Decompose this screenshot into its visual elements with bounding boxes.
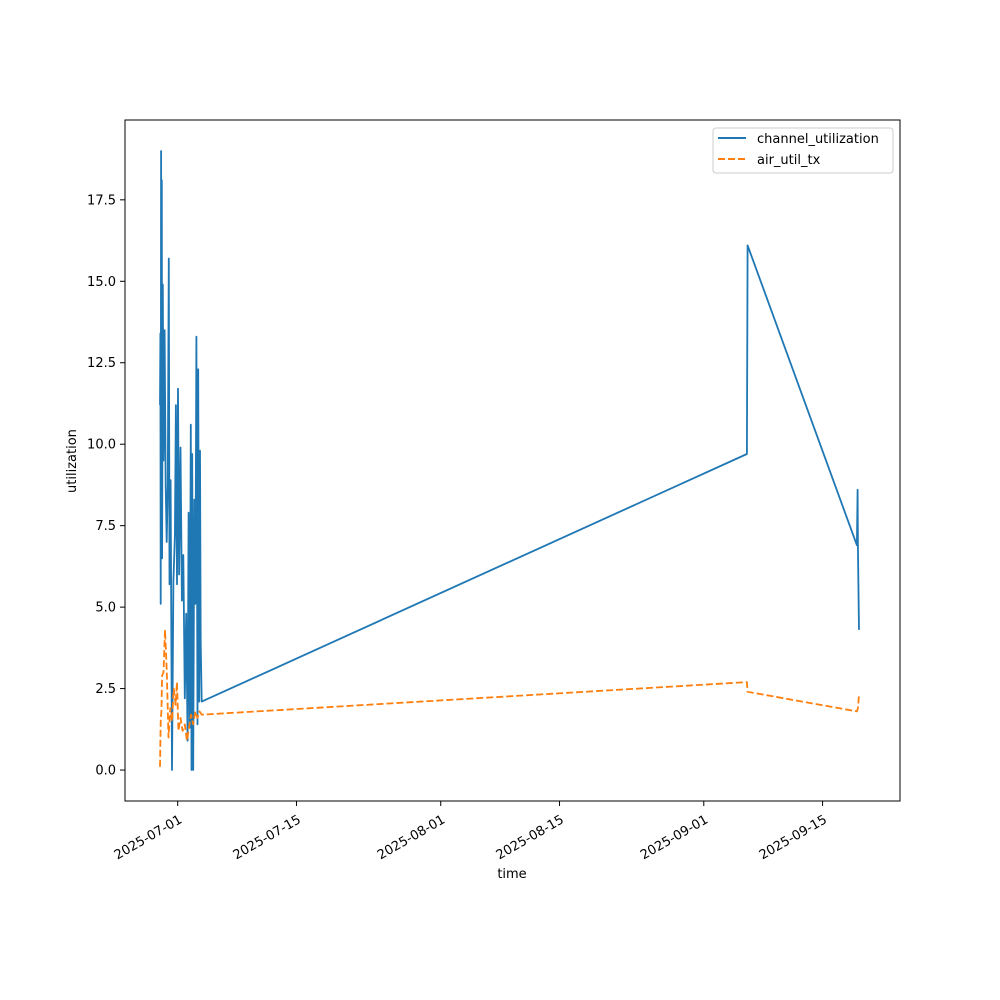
series-line-channel-utilization [159,150,860,771]
y-axis-label: utilization [65,429,80,493]
y-tick-label: 2.5 [95,682,116,697]
legend: channel_utilization air_util_tx [712,127,894,174]
y-tick-label: 5.0 [95,601,116,616]
y-axis: 0.0 2.5 5.0 7.5 10.0 12.5 15.0 17.5 [87,193,125,779]
legend-box [712,127,894,174]
x-tick-label: 2025-09-15 [757,812,830,863]
x-tick-label: 2025-08-15 [494,812,567,863]
y-tick-label: 15.0 [87,275,116,290]
x-tick-label: 2025-09-01 [638,812,711,863]
series-layer [159,150,860,771]
legend-label-air-util-tx: air_util_tx [757,153,821,168]
series-line-air-util-tx [159,629,860,767]
x-axis-label: time [497,867,526,882]
x-tick-label: 2025-07-01 [112,812,185,863]
y-tick-label: 7.5 [95,519,116,534]
y-tick-label: 17.5 [87,193,116,208]
x-tick-label: 2025-08-01 [375,812,448,863]
legend-label-channel-utilization: channel_utilization [757,132,879,147]
x-axis: 2025-07-01 2025-07-15 2025-08-01 2025-08-15… [112,801,830,863]
y-tick-label: 12.5 [87,356,116,371]
y-tick-label: 10.0 [87,438,116,453]
x-tick-label: 2025-07-15 [231,812,304,863]
y-tick-label: 0.0 [95,764,116,779]
plot-frame [124,119,901,802]
